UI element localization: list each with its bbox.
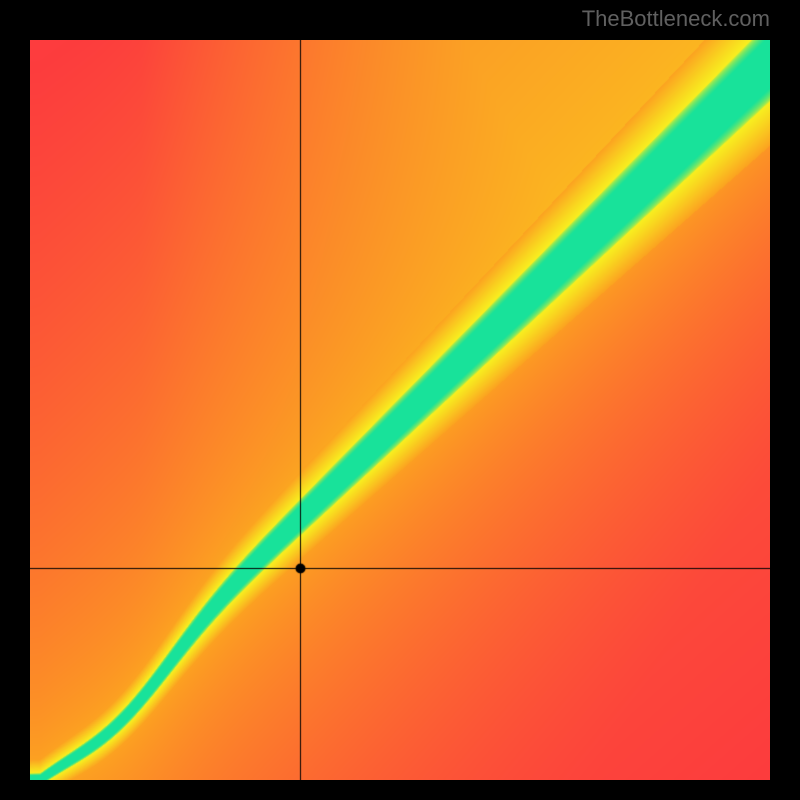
bottleneck-heatmap [30, 40, 770, 780]
chart-container: TheBottleneck.com [0, 0, 800, 800]
attribution-text: TheBottleneck.com [582, 6, 770, 32]
plot-area [30, 40, 770, 780]
